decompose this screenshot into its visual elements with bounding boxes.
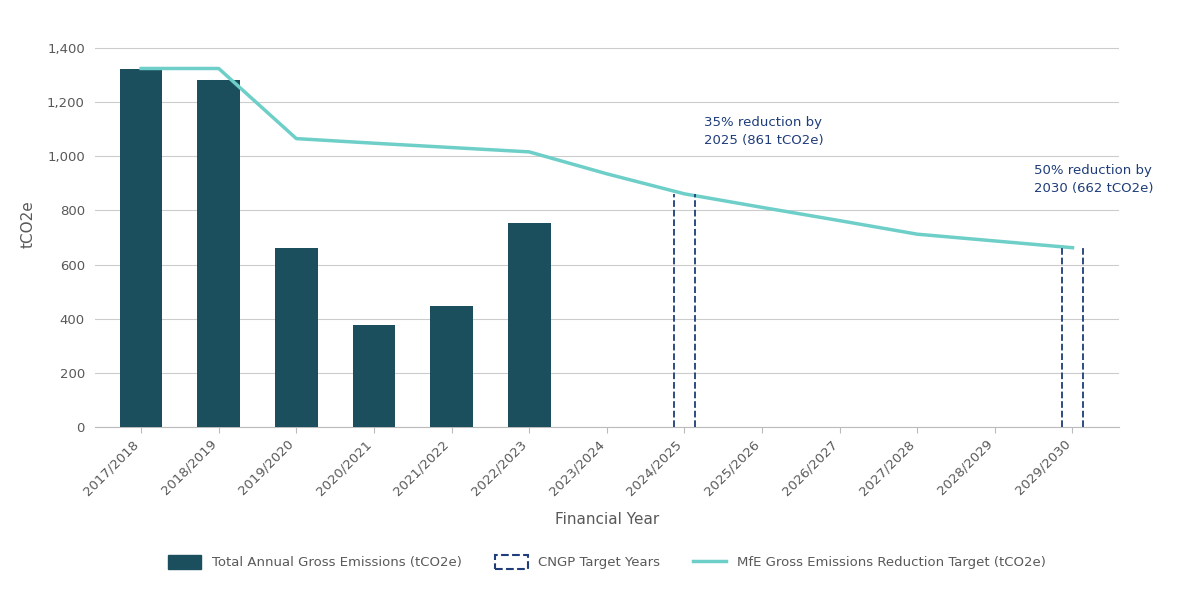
Bar bbox=[274, 248, 318, 427]
Bar bbox=[198, 79, 240, 427]
Legend: Total Annual Gross Emissions (tCO2e), CNGP Target Years, MfE Gross Emissions Red: Total Annual Gross Emissions (tCO2e), CN… bbox=[163, 550, 1051, 575]
Y-axis label: tCO2e: tCO2e bbox=[21, 200, 35, 248]
Bar bbox=[353, 326, 395, 427]
Bar bbox=[431, 306, 473, 427]
Bar bbox=[508, 223, 550, 427]
Text: 35% reduction by
2025 (861 tCO2e): 35% reduction by 2025 (861 tCO2e) bbox=[704, 116, 823, 146]
Bar bbox=[119, 69, 162, 427]
Text: 50% reduction by
2030 (662 tCO2e): 50% reduction by 2030 (662 tCO2e) bbox=[1034, 164, 1153, 195]
X-axis label: Financial Year: Financial Year bbox=[555, 512, 659, 527]
